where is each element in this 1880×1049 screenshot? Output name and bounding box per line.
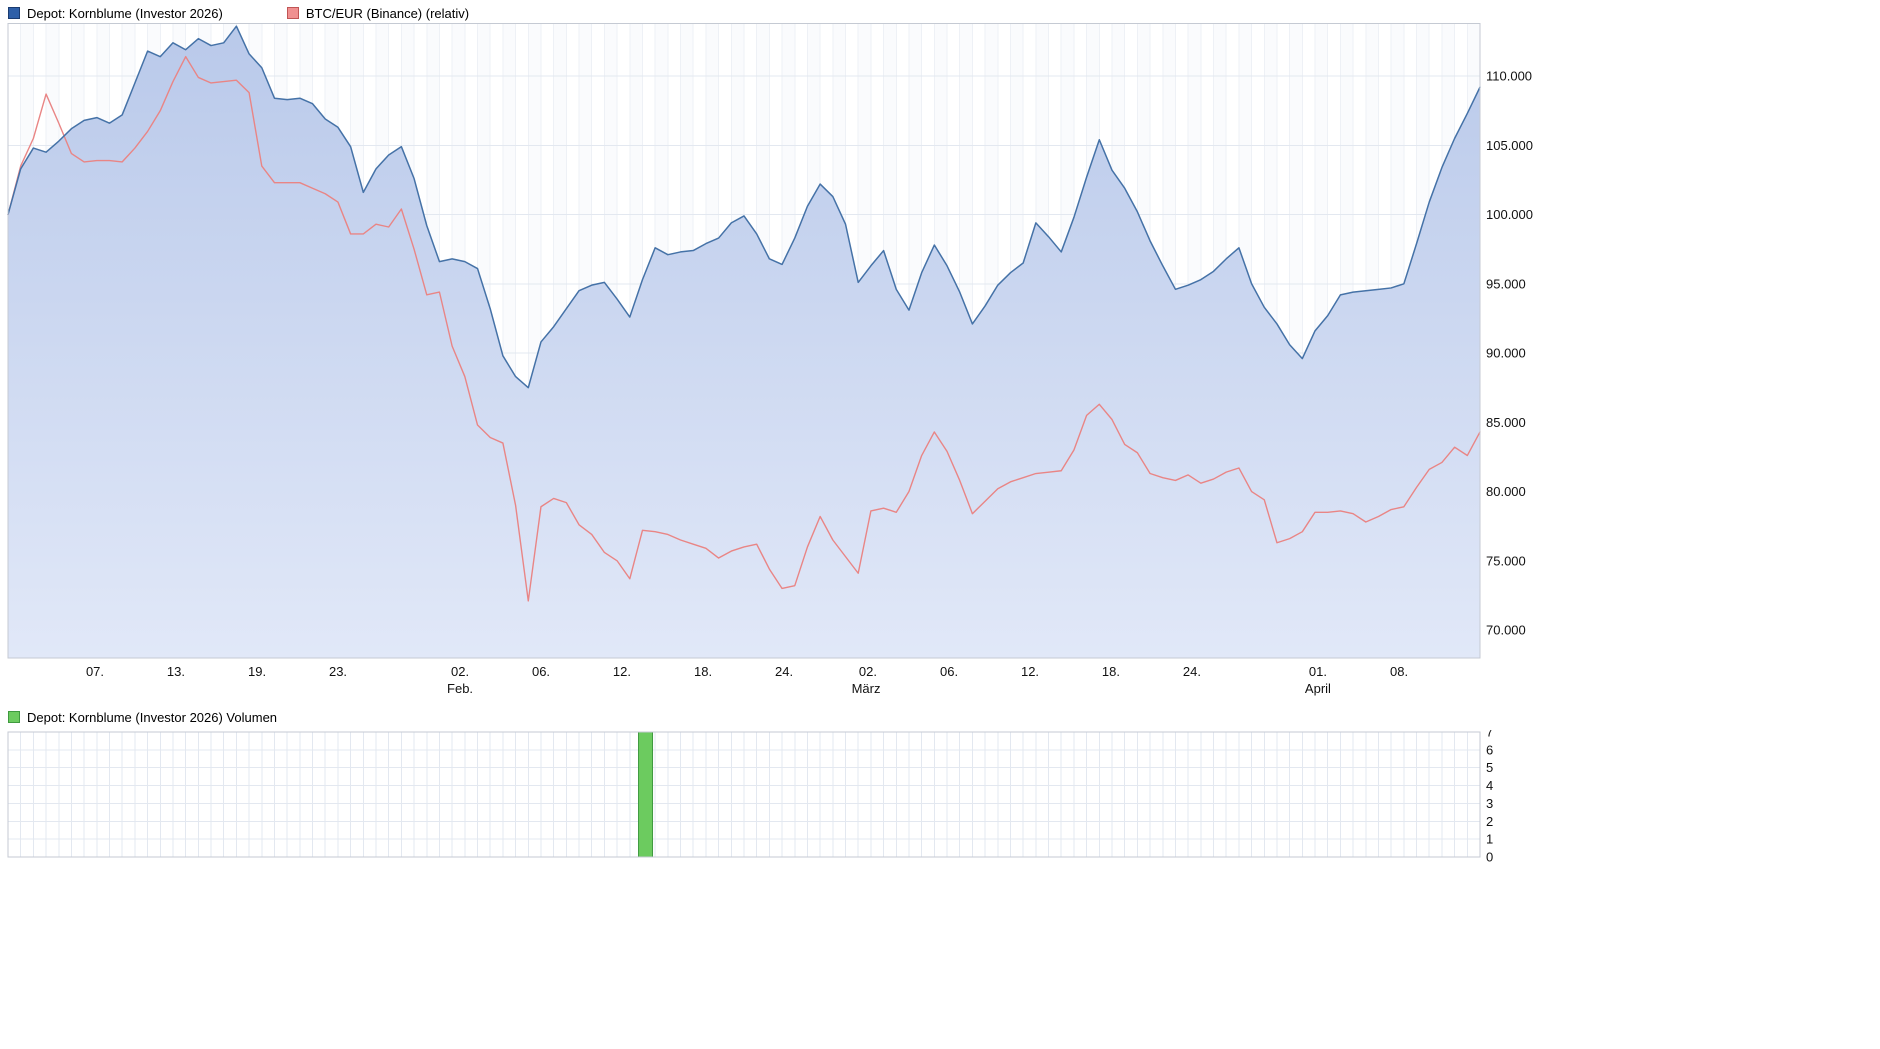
btc-series-swatch xyxy=(286,7,299,19)
svg-text:April: April xyxy=(1305,681,1331,696)
svg-text:02.: 02. xyxy=(451,664,469,679)
chart-widget: Depot: Kornblume (Investor 2026) BTC/EUR… xyxy=(0,3,1560,870)
svg-text:3: 3 xyxy=(1486,796,1493,811)
svg-text:6: 6 xyxy=(1486,742,1493,757)
volume-bars xyxy=(638,731,654,858)
svg-text:95.000: 95.000 xyxy=(1486,276,1526,291)
price-chart[interactable]: 110.000 105.000 100.000 95.000 90.000 85.000 8… xyxy=(0,23,1560,698)
btc-line xyxy=(7,55,1481,602)
price-y-axis-labels: 110.000 105.000 100.000 95.000 90.000 85.000 8… xyxy=(1486,69,1533,638)
depot-series-swatch xyxy=(8,7,20,19)
depot-area xyxy=(8,26,1480,658)
price-plot-border xyxy=(7,23,1481,659)
svg-text:12.: 12. xyxy=(613,664,631,679)
svg-text:100.000: 100.000 xyxy=(1486,207,1533,222)
svg-text:4: 4 xyxy=(1486,778,1493,793)
svg-text:März: März xyxy=(852,681,881,696)
svg-text:2: 2 xyxy=(1486,814,1493,829)
svg-text:06.: 06. xyxy=(940,664,958,679)
volume-y-axis-labels: 7 6 5 4 3 2 1 0 xyxy=(1486,730,1493,865)
svg-text:110.000: 110.000 xyxy=(1486,69,1532,84)
svg-text:12.: 12. xyxy=(1021,664,1039,679)
svg-text:24.: 24. xyxy=(1183,664,1201,679)
svg-text:19.: 19. xyxy=(248,664,266,679)
volume-series-swatch xyxy=(8,711,20,723)
svg-text:0: 0 xyxy=(1486,850,1493,865)
legend-item-depot[interactable]: Depot: Kornblume (Investor 2026) xyxy=(8,6,223,21)
svg-text:7: 7 xyxy=(1486,730,1493,740)
svg-text:07.: 07. xyxy=(86,664,104,679)
volume-series-label: Depot: Kornblume (Investor 2026) Volumen xyxy=(27,709,278,725)
volume-chart-canvas[interactable]: 7 6 5 4 3 2 1 0 xyxy=(0,730,1560,870)
svg-text:18.: 18. xyxy=(1102,664,1120,679)
depot-series-label: Depot: Kornblume (Investor 2026) xyxy=(27,5,223,21)
price-month-labels: Feb. März April xyxy=(447,681,1331,696)
svg-text:5: 5 xyxy=(1486,760,1493,775)
svg-text:1: 1 xyxy=(1486,832,1493,847)
svg-text:01.: 01. xyxy=(1309,664,1327,679)
svg-text:80.000: 80.000 xyxy=(1486,484,1526,499)
volume-plot-border xyxy=(7,731,1481,858)
btc-series-label: BTC/EUR (Binance) (relativ) xyxy=(305,5,470,21)
volume-chart[interactable]: 7 6 5 4 3 2 1 0 xyxy=(0,730,1560,870)
svg-text:13.: 13. xyxy=(167,664,185,679)
price-x-axis-labels: 07. 13. 19. 23. 02. 06. 12. 18. 24. 02. 06. 12. 18. 2… xyxy=(86,664,1408,679)
depot-line xyxy=(7,25,1481,389)
volume-chart-legend: Depot: Kornblume (Investor 2026) Volumen xyxy=(0,707,1560,727)
svg-text:70.000: 70.000 xyxy=(1486,623,1526,638)
legend-item-btc[interactable]: BTC/EUR (Binance) (relativ) xyxy=(286,5,470,21)
svg-text:18.: 18. xyxy=(694,664,712,679)
volume-bar xyxy=(638,731,654,858)
svg-text:23.: 23. xyxy=(329,664,347,679)
svg-text:75.000: 75.000 xyxy=(1486,553,1526,568)
svg-text:85.000: 85.000 xyxy=(1486,415,1526,430)
price-chart-legend: Depot: Kornblume (Investor 2026) BTC/EUR… xyxy=(0,3,1560,23)
svg-text:Feb.: Feb. xyxy=(447,681,473,696)
svg-text:02.: 02. xyxy=(859,664,877,679)
price-chart-canvas[interactable]: 110.000 105.000 100.000 95.000 90.000 85.000 8… xyxy=(0,23,1560,698)
legend-item-volume[interactable]: Depot: Kornblume (Investor 2026) Volumen xyxy=(8,710,277,725)
svg-text:105.000: 105.000 xyxy=(1486,138,1533,153)
svg-text:06.: 06. xyxy=(532,664,550,679)
svg-text:24.: 24. xyxy=(775,664,793,679)
svg-text:90.000: 90.000 xyxy=(1486,346,1526,361)
svg-text:08.: 08. xyxy=(1390,664,1408,679)
